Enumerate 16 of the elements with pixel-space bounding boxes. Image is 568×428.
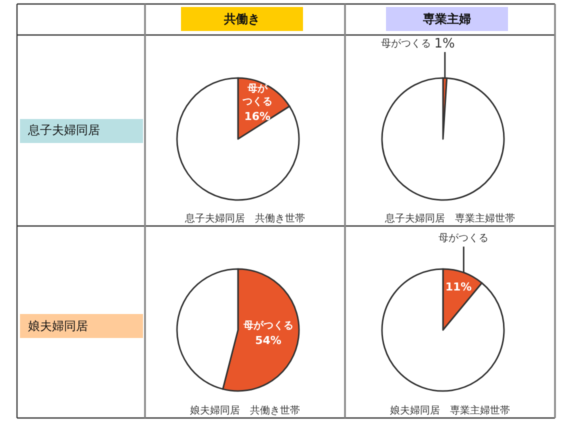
data-label: 1% — [434, 36, 455, 52]
text: 娘夫婦同居 専業主婦世帯 — [390, 404, 510, 416]
slice-label: 母がつくる — [242, 319, 294, 332]
text: 娘夫婦同居 — [20, 314, 143, 338]
text: 息子夫婦同居 — [20, 118, 143, 142]
text: 息子夫婦同居 共働き世帯 — [184, 212, 305, 224]
data-label: 16% — [244, 110, 271, 124]
slice-label: 母がつくる — [380, 38, 431, 50]
data-label: 54% — [255, 334, 282, 347]
text: 息子夫婦同居 専業主婦世帯 — [384, 212, 515, 224]
slice-label: 母がつくる — [241, 82, 272, 108]
slice-label: 母がつくる — [438, 233, 489, 244]
text: 娘夫婦同居 共働き世帯 — [190, 404, 300, 416]
text: 共働き — [181, 7, 303, 31]
data-label: 11% — [445, 280, 472, 294]
text: 専業主婦 — [386, 7, 508, 31]
